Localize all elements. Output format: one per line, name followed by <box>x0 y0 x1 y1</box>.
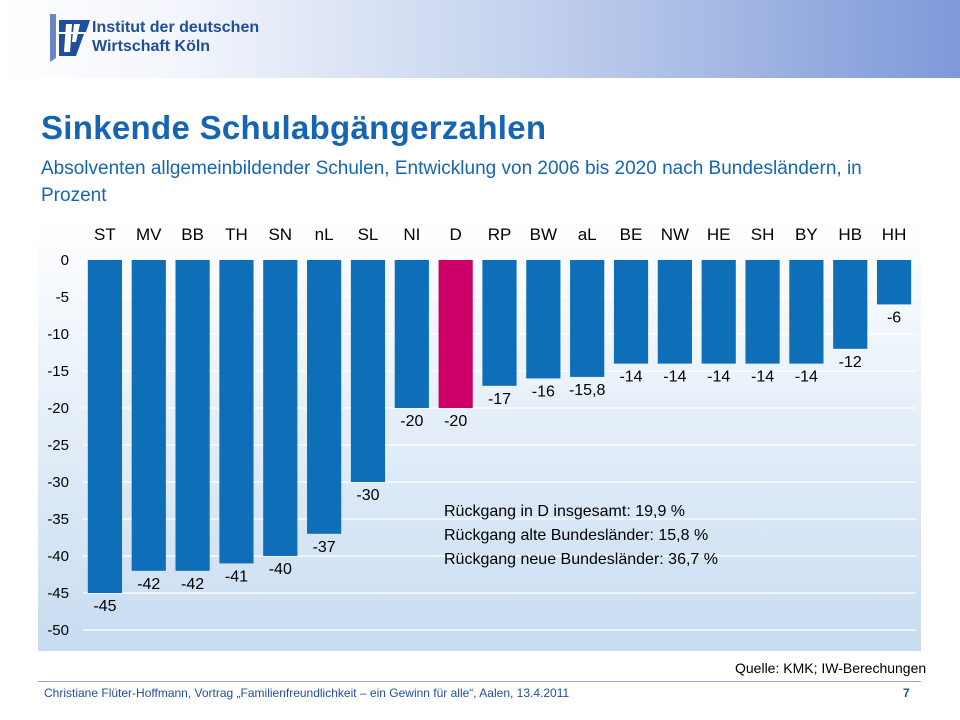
footer-text: Christiane Flüter-Hoffmann, Vortrag „Fam… <box>44 686 570 700</box>
data-label: -41 <box>225 568 248 585</box>
annotation-line: Rückgang alte Bundesländer: 15,8 % <box>444 527 708 544</box>
slide-title: Sinkende Schulabgängerzahlen <box>41 109 547 146</box>
bar-HB <box>833 260 868 349</box>
bar-HE <box>701 260 736 364</box>
y-tick-label: -45 <box>47 585 69 602</box>
y-tick-label: -20 <box>47 400 69 417</box>
data-label: -42 <box>181 576 204 593</box>
data-label: -6 <box>887 309 901 326</box>
bar-RP <box>482 260 517 386</box>
logo-line-1: Institut der deutschen <box>92 19 260 36</box>
category-label: TH <box>225 225 248 244</box>
data-label: -20 <box>444 413 467 430</box>
data-label: -14 <box>663 369 686 386</box>
footer-divider <box>38 681 921 682</box>
data-label: -14 <box>751 369 774 386</box>
bar-SH <box>745 260 780 364</box>
y-tick-label: -25 <box>47 437 69 454</box>
bar-chart: 0 -5 -10 -15 -20 -25 -30 -35 -40 -45 -50 ST -45 MV -42… <box>38 218 921 651</box>
category-label: D <box>450 225 462 244</box>
data-label: -37 <box>313 539 336 556</box>
logo-text: Institut der deutschen Wirtschaft Köln <box>92 18 259 56</box>
bar-aL <box>570 260 605 377</box>
bar-SN <box>263 260 298 556</box>
data-label: -14 <box>707 369 730 386</box>
bar-NW <box>657 260 692 364</box>
slide-subtitle: Absolventen allgemeinbildender Schulen, … <box>41 158 862 206</box>
category-label: SN <box>268 225 292 244</box>
data-label: -16 <box>532 383 555 400</box>
bar-D <box>438 260 473 408</box>
data-label: -12 <box>839 354 862 371</box>
bar-TH <box>219 260 254 564</box>
category-label: HH <box>882 225 907 244</box>
page-number: 7 <box>903 686 910 700</box>
category-label: RP <box>488 225 512 244</box>
category-label: ST <box>94 225 116 244</box>
data-label: -17 <box>488 391 511 408</box>
bar-BE <box>613 260 649 364</box>
bar-HH <box>876 260 912 305</box>
y-tick-label: -35 <box>47 511 69 528</box>
data-label: -30 <box>356 487 379 504</box>
category-label: NW <box>661 225 689 244</box>
category-label: BY <box>795 225 818 244</box>
data-label: -40 <box>269 561 292 578</box>
bar-SL <box>350 260 386 482</box>
data-label: -15,8 <box>569 382 606 399</box>
category-label: nL <box>315 225 334 244</box>
header-band <box>0 0 960 78</box>
y-tick-label: -5 <box>56 289 69 306</box>
data-label: -45 <box>93 598 116 615</box>
category-label: BB <box>181 225 204 244</box>
category-label: HB <box>838 225 862 244</box>
data-label: -42 <box>137 576 160 593</box>
bar-ST <box>87 260 123 593</box>
chart-background <box>38 218 921 651</box>
y-tick-label: -30 <box>47 474 69 491</box>
bar-nL <box>307 260 342 534</box>
category-label: SH <box>751 225 775 244</box>
logo-line-2: Wirtschaft Köln <box>92 38 211 55</box>
bar-chart-svg: 0 -5 -10 -15 -20 -25 -30 -35 -40 -45 -50 ST -45 MV -42… <box>38 218 921 651</box>
category-label: HE <box>707 225 731 244</box>
category-label: MV <box>136 225 162 244</box>
bar-NI <box>394 260 429 408</box>
source-note: Quelle: KMK; IW-Berechungen <box>735 660 927 676</box>
y-tick-label: -40 <box>47 548 69 565</box>
bar-BY <box>789 260 824 364</box>
data-label: -14 <box>619 369 642 386</box>
y-tick-label: -50 <box>47 622 69 639</box>
y-tick-label: -10 <box>47 326 69 343</box>
annotation-line: Rückgang in D insgesamt: 19,9 % <box>444 503 685 520</box>
category-label: BW <box>530 225 557 244</box>
bar-MV <box>131 260 166 571</box>
category-label: NI <box>403 225 420 244</box>
category-label: BE <box>620 225 643 244</box>
category-label: aL <box>578 225 597 244</box>
y-tick-label: 0 <box>61 252 69 269</box>
category-label: SL <box>358 225 379 244</box>
iw-logo <box>46 12 326 64</box>
bar-BB <box>175 260 210 571</box>
data-label: -14 <box>795 369 818 386</box>
annotation-line: Rückgang neue Bundesländer: 36,7 % <box>444 551 718 568</box>
bar-BW <box>526 260 561 379</box>
iw-logo-icon <box>50 14 90 62</box>
y-tick-label: -15 <box>47 363 69 380</box>
data-label: -20 <box>400 413 423 430</box>
